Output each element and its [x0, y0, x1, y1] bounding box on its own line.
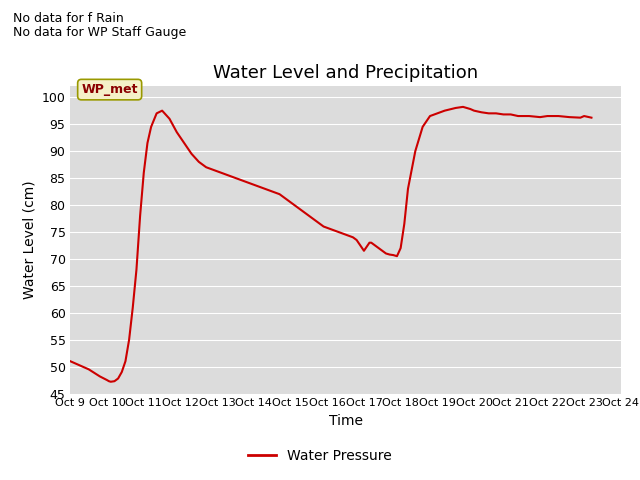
Text: No data for WP Staff Gauge: No data for WP Staff Gauge — [13, 26, 186, 39]
X-axis label: Time: Time — [328, 414, 363, 428]
Text: WP_met: WP_met — [81, 83, 138, 96]
Legend: Water Pressure: Water Pressure — [243, 443, 397, 468]
Title: Water Level and Precipitation: Water Level and Precipitation — [213, 64, 478, 82]
Y-axis label: Water Level (cm): Water Level (cm) — [22, 180, 36, 300]
Text: No data for f Rain: No data for f Rain — [13, 12, 124, 25]
